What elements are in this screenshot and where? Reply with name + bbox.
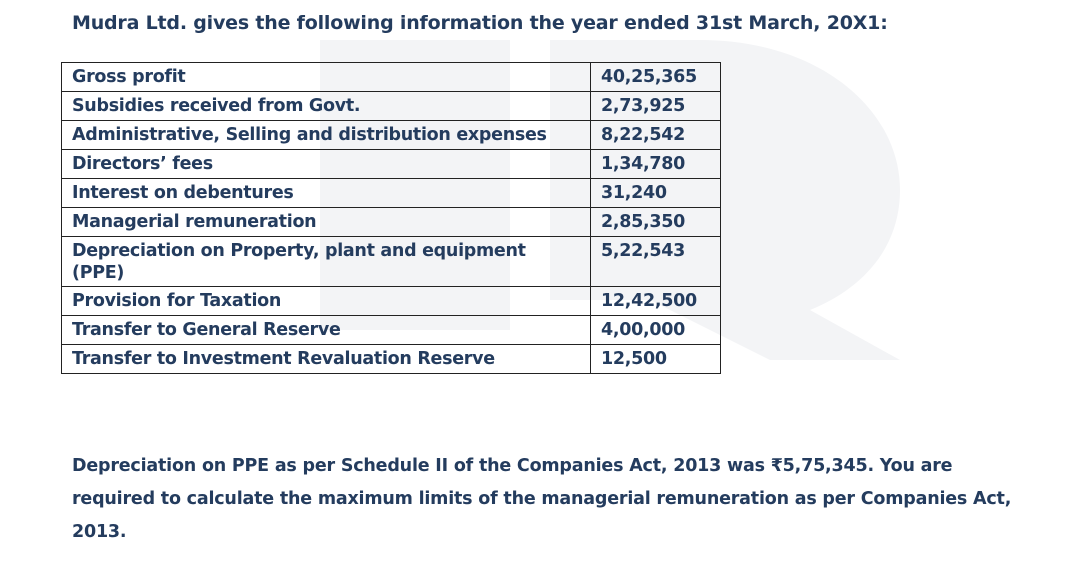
row-label: Provision for Taxation bbox=[61, 286, 591, 316]
row-value: 2,73,925 bbox=[590, 91, 721, 121]
row-label: Managerial remuneration bbox=[61, 207, 591, 237]
question-text: Depreciation on PPE as per Schedule II o… bbox=[72, 456, 1012, 542]
row-value: 40,25,365 bbox=[590, 62, 721, 92]
row-value: 31,240 bbox=[590, 178, 721, 208]
table-row: Subsidies received from Govt. 2,73,925 bbox=[61, 91, 721, 121]
page-heading: Mudra Ltd. gives the following informati… bbox=[72, 12, 888, 34]
row-value: 12,42,500 bbox=[590, 286, 721, 316]
row-value: 12,500 bbox=[590, 344, 721, 374]
table-row: Administrative, Selling and distribution… bbox=[61, 120, 721, 150]
row-value: 8,22,542 bbox=[590, 120, 721, 150]
table-row: Interest on debentures 31,240 bbox=[61, 178, 721, 208]
row-label: Directors’ fees bbox=[61, 149, 591, 179]
row-label: Interest on debentures bbox=[61, 178, 591, 208]
row-value: 4,00,000 bbox=[590, 315, 721, 345]
table-row: Gross profit 40,25,365 bbox=[61, 62, 721, 92]
table-row: Depreciation on Property, plant and equi… bbox=[61, 236, 721, 287]
row-label: Transfer to Investment Revaluation Reser… bbox=[61, 344, 591, 374]
row-value: 5,22,543 bbox=[590, 236, 721, 287]
table-body: Gross profit 40,25,365 Subsidies received … bbox=[61, 62, 721, 374]
row-label: Subsidies received from Govt. bbox=[61, 91, 591, 121]
row-label: Transfer to General Reserve bbox=[61, 315, 591, 345]
row-label: Depreciation on Property, plant and equi… bbox=[61, 236, 591, 287]
table-row: Transfer to Investment Revaluation Reser… bbox=[61, 344, 721, 374]
table-row: Managerial remuneration 2,85,350 bbox=[61, 207, 721, 237]
table-row: Provision for Taxation 12,42,500 bbox=[61, 286, 721, 316]
financial-info-table: Gross profit 40,25,365 Subsidies received … bbox=[61, 62, 721, 374]
row-label: Gross profit bbox=[61, 62, 591, 92]
row-value: 2,85,350 bbox=[590, 207, 721, 237]
row-label: Administrative, Selling and distribution… bbox=[61, 120, 591, 150]
table-row: Directors’ fees 1,34,780 bbox=[61, 149, 721, 179]
table-row: Transfer to General Reserve 4,00,000 bbox=[61, 315, 721, 345]
row-value: 1,34,780 bbox=[590, 149, 721, 179]
